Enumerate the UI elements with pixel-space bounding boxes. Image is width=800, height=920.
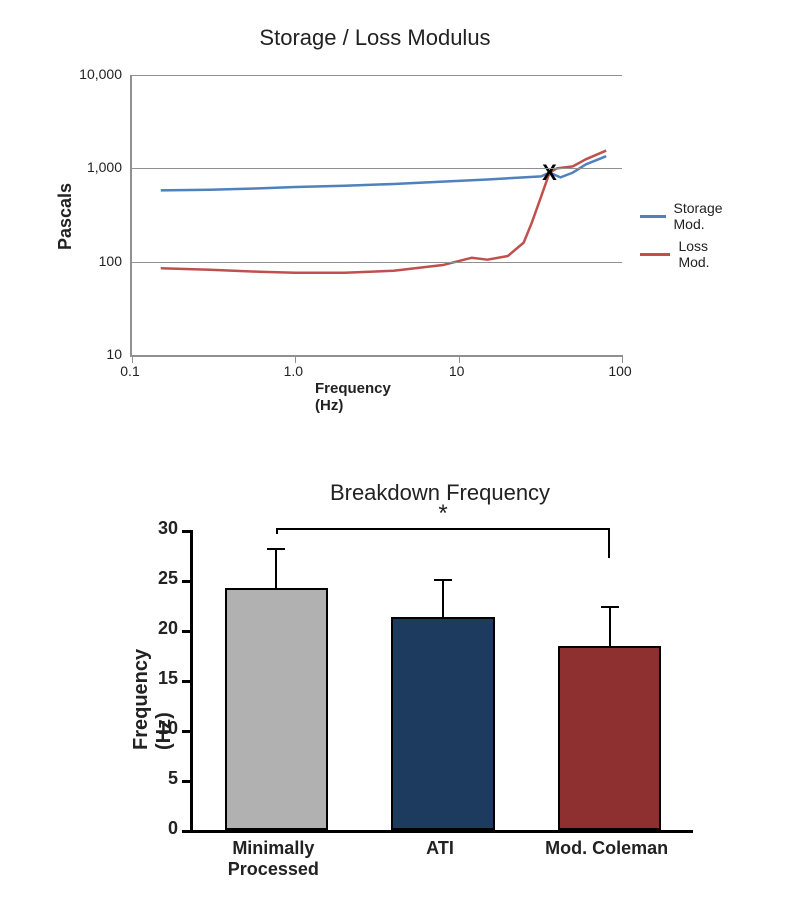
gridline — [132, 75, 622, 76]
y-tick — [182, 580, 190, 583]
legend-item: Loss Mod. — [640, 238, 733, 270]
series-line — [161, 156, 606, 190]
plot-area: X — [130, 75, 622, 357]
x-tick-label: 10 — [449, 363, 465, 379]
line-svg — [132, 75, 622, 355]
error-cap — [434, 579, 452, 581]
y-tick-label: 30 — [158, 518, 178, 539]
y-tick — [182, 730, 190, 733]
legend-label: Loss Mod. — [678, 238, 733, 270]
x-tick-label: 0.1 — [120, 363, 139, 379]
y-tick-label: 0 — [168, 818, 178, 839]
y-tick-label: 25 — [158, 568, 178, 589]
error-bar — [442, 579, 444, 617]
y-tick-label: 10 — [158, 718, 178, 739]
crossover-marker: X — [542, 160, 557, 186]
error-bar — [275, 548, 277, 588]
gridline — [132, 168, 622, 169]
legend-swatch — [640, 253, 670, 256]
chart-title: Storage / Loss Modulus — [130, 25, 620, 51]
x-tick — [459, 355, 460, 363]
plot-area: * — [190, 530, 693, 833]
x-tick — [132, 355, 133, 363]
x-tick — [295, 355, 296, 363]
y-tick-label: 5 — [168, 768, 178, 789]
y-tick-label: 10 — [106, 346, 122, 362]
legend-swatch — [640, 215, 666, 218]
bar — [225, 588, 328, 830]
category-label: Mod. Coleman — [523, 838, 690, 859]
y-tick-label: 1,000 — [87, 159, 122, 175]
legend-item: Storage Mod. — [640, 200, 733, 232]
y-tick — [182, 780, 190, 783]
category-label: ATI — [357, 838, 524, 859]
error-bar — [609, 606, 611, 646]
x-axis-label: Frequency (Hz) — [315, 380, 391, 414]
bar — [391, 617, 494, 830]
y-tick — [182, 680, 190, 683]
significance-bracket — [276, 528, 609, 530]
legend: Storage Mod. Loss Mod. — [640, 200, 733, 276]
legend-label: Storage Mod. — [674, 200, 734, 232]
y-tick-label: 10,000 — [79, 66, 122, 82]
x-tick-label: 1.0 — [284, 363, 303, 379]
y-axis-label: Pascals — [55, 183, 76, 250]
gridline — [132, 355, 622, 356]
error-cap — [601, 606, 619, 608]
category-label: MinimallyProcessed — [190, 838, 357, 880]
x-tick-label: 100 — [608, 363, 631, 379]
bar — [558, 646, 661, 830]
y-tick-label: 100 — [99, 253, 122, 269]
significance-star: * — [438, 500, 447, 528]
y-tick-label: 15 — [158, 668, 178, 689]
error-cap — [267, 548, 285, 550]
y-tick — [182, 530, 190, 533]
y-tick — [182, 830, 190, 833]
y-tick — [182, 630, 190, 633]
y-tick-label: 20 — [158, 618, 178, 639]
gridline — [132, 262, 622, 263]
figure: Storage / Loss Modulus Pascals Frequency… — [0, 0, 800, 920]
x-tick — [622, 355, 623, 363]
